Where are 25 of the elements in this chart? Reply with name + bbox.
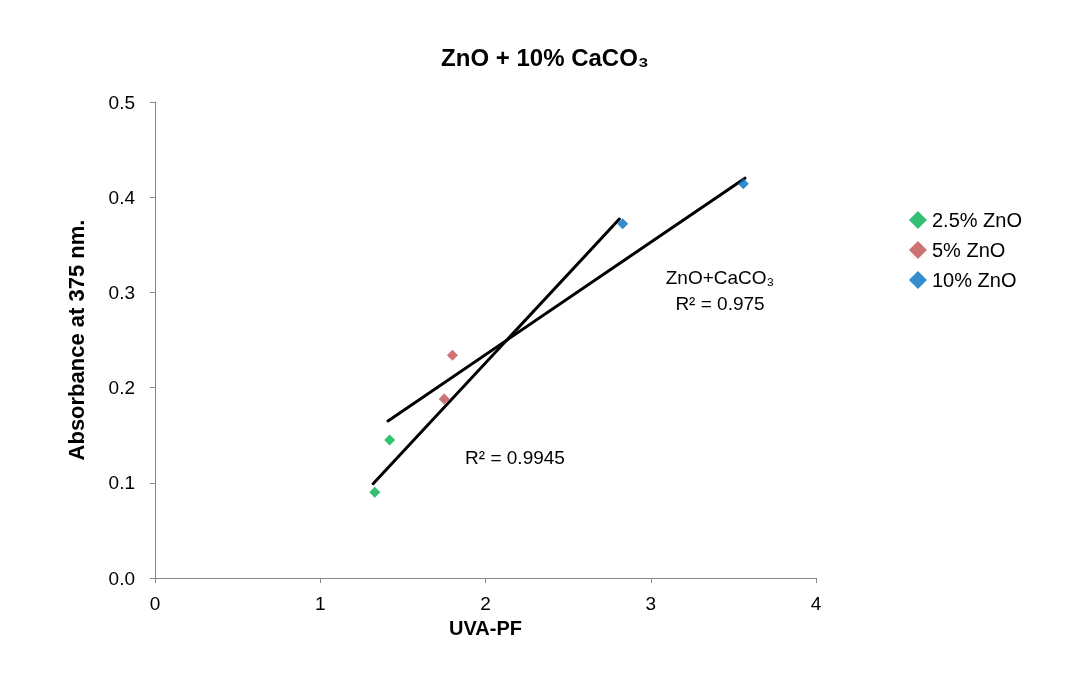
x-tick-label: 2 [480, 593, 491, 614]
legend-label: 5% ZnO [931, 239, 1006, 261]
y-tick-label: 0.3 [108, 281, 135, 303]
point [617, 218, 629, 230]
point [369, 486, 381, 498]
x-axis-title: UVA-PF [449, 616, 522, 639]
y-tick-label: 0.1 [108, 472, 135, 494]
point [446, 349, 458, 361]
annotation: ZnO+CaCO₃ R² = 0.975 [665, 266, 775, 314]
y-axis-title: Absorbance at 375 nm. [63, 219, 89, 461]
legend-label: 10% ZnO [931, 269, 1017, 291]
x-tick-label: 3 [645, 593, 657, 614]
x-tick-label: 1 [314, 593, 326, 614]
chart-title: ZnO + 10% CaCO₃ [441, 43, 649, 71]
point [737, 178, 749, 190]
y-tick-label: 0.4 [108, 186, 136, 208]
point [438, 393, 450, 405]
point [384, 434, 396, 446]
x-tick-label: 0 [149, 593, 161, 614]
y-tick-label: 0.2 [108, 377, 135, 399]
y-tick-label: 0.0 [108, 567, 135, 589]
legend-label: 2.5% ZnO [931, 209, 1023, 231]
annotation: R² = 0.9945 [465, 446, 565, 468]
x-tick-label: 4 [810, 593, 822, 614]
y-tick-label: 0.5 [108, 91, 135, 113]
